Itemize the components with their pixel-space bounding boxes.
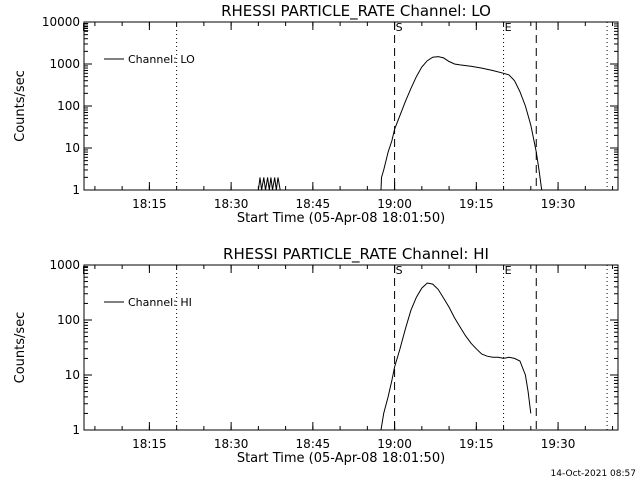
y-tick-label: 100: [57, 313, 80, 327]
annotation-e: E: [505, 264, 512, 277]
timestamp-label: 14-Oct-2021 08:57: [551, 469, 636, 479]
series-line: [380, 282, 532, 431]
x-tick-label: 18:30: [214, 437, 249, 451]
panel-lo: RHESSI PARTICLE_RATE Channel: LO 1 10 100 10…: [13, 2, 619, 226]
x-tick-label: 19:15: [459, 197, 494, 211]
chart-title: RHESSI PARTICLE_RATE Channel: LO: [221, 2, 491, 21]
y-tick-label: 10: [65, 368, 80, 382]
series-line: [380, 56, 543, 191]
x-tick-label: 18:30: [214, 197, 249, 211]
x-tick-label: 18:45: [296, 437, 331, 451]
y-tick-label: 1000: [49, 57, 80, 71]
panel-hi: RHESSI PARTICLE_RATE Channel: HI 1 10 100 10…: [13, 245, 619, 466]
annotation-s: S: [396, 264, 403, 277]
y-tick-label: 1: [72, 423, 80, 437]
x-tick-label: 18:15: [132, 197, 167, 211]
y-tick-label: 10000: [42, 15, 80, 29]
annotation-s: S: [396, 21, 403, 34]
x-tick-label: 19:15: [459, 437, 494, 451]
x-tick-label: 18:45: [296, 197, 331, 211]
plot-frame: [83, 264, 619, 431]
legend: Channel: HI: [104, 296, 192, 309]
x-tick-label: 19:00: [377, 437, 412, 451]
annotation-edge-e: E: [82, 21, 89, 34]
legend: Channel: LO: [104, 53, 195, 66]
annotation-edge-e: E: [82, 264, 89, 277]
y-tick-label: 1: [72, 183, 80, 197]
x-tick-label: 18:15: [132, 437, 167, 451]
x-tick-label: 19:30: [541, 197, 576, 211]
chart-title: RHESSI PARTICLE_RATE Channel: HI: [223, 245, 489, 264]
x-axis-label: Start Time (05-Apr-08 18:01:50): [237, 451, 445, 466]
legend-entry: Channel: HI: [128, 296, 192, 309]
x-tick-label: 19:30: [541, 437, 576, 451]
series-line: [257, 177, 281, 191]
x-tick-label: 19:00: [377, 197, 412, 211]
y-axis-label: Counts/sec: [13, 70, 28, 142]
annotation-e: E: [505, 21, 512, 34]
x-axis-label: Start Time (05-Apr-08 18:01:50): [237, 211, 445, 226]
y-tick-label: 1000: [49, 258, 80, 272]
legend-entry: Channel: LO: [128, 53, 195, 66]
y-tick-label: 10: [65, 141, 80, 155]
y-tick-label: 100: [57, 99, 80, 113]
y-axis-label: Counts/sec: [13, 312, 28, 384]
